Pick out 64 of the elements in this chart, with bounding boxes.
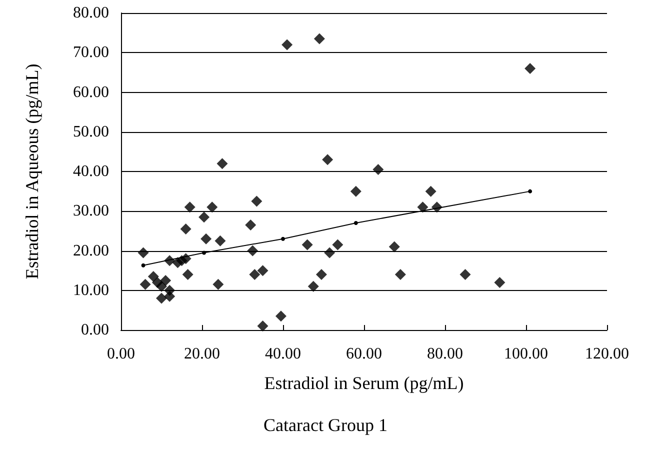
y-tick-label: 60.00 [73,84,109,101]
x-tick-label: 100.00 [504,346,548,362]
point [528,189,532,194]
point [282,39,293,50]
point [281,236,285,241]
point [314,33,325,44]
x-tick-label: 20.00 [184,346,220,362]
point [206,202,218,213]
point [394,269,406,280]
point [216,158,228,170]
point [350,186,362,197]
point [494,276,506,288]
point [332,239,344,250]
point [324,247,336,258]
y-axis-title: Estradiol in Aqueous (pg/mL) [22,64,42,280]
y-tick-label: 10.00 [73,282,109,299]
point [164,284,176,296]
point [316,269,327,280]
y-tick-label: 40.00 [73,163,109,180]
y-tick-label: 30.00 [73,202,109,220]
x-tick-label: 120.00 [585,346,629,362]
point [202,250,206,255]
point [460,269,471,280]
point [245,219,256,230]
point [160,274,172,286]
point [141,263,146,268]
point [417,202,428,213]
point [302,239,313,250]
point [247,245,258,256]
point [214,235,226,246]
point [148,271,159,282]
point [249,269,260,280]
y-tick-label: 0.00 [81,322,109,338]
point [257,265,268,276]
point [322,154,334,166]
point [184,202,196,213]
y-tick-label: 50.00 [73,123,109,140]
text: Cataract Group 1 [264,415,388,435]
point [372,164,384,176]
x-tick-label: 60.00 [346,346,382,362]
point [138,247,149,258]
point [156,280,167,292]
point [200,233,212,244]
point [156,292,167,304]
point [140,278,151,290]
x-tick-label: 0.00 [107,346,135,362]
point [388,241,400,252]
x-tick-label: 80.00 [427,346,463,362]
y-tick-label: 80.00 [73,4,109,22]
point [251,196,262,207]
point [180,223,192,234]
point [212,278,224,290]
point [198,212,210,223]
point [257,320,268,332]
point [524,62,536,74]
y-tick-label: 70.00 [73,44,109,62]
x-axis-title: Estradiol in Serum (pg/mL) [264,373,464,393]
point [182,269,194,280]
y-tick-label: 20.00 [73,242,109,260]
point [425,186,436,197]
point [354,221,358,226]
x-tick-label: 40.00 [265,346,301,362]
point [275,310,286,322]
point [308,280,319,292]
